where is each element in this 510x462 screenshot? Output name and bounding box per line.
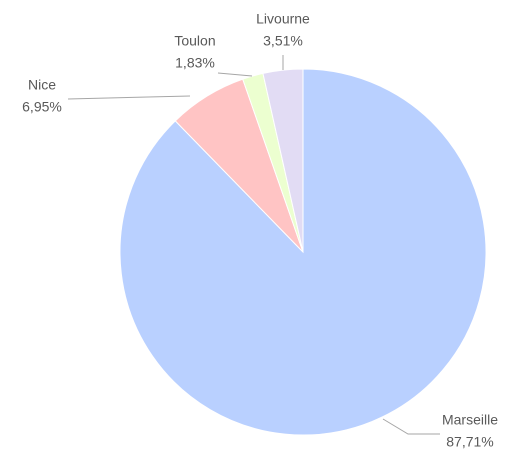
leader-line <box>67 95 191 100</box>
slice-label-name: Toulon <box>174 33 215 49</box>
leader-line <box>382 418 440 435</box>
pie-slice <box>262 68 304 253</box>
slice-label-value: 6,95% <box>22 99 62 115</box>
slice-label-name: Marseille <box>442 412 498 428</box>
slice-label-value: 87,71% <box>446 434 493 450</box>
leader-line <box>217 72 253 77</box>
slice-label-name: Nice <box>28 77 56 93</box>
slice-label-name: Livourne <box>256 11 310 27</box>
slice-label-value: 1,83% <box>175 55 215 71</box>
slice-label-value: 3,51% <box>263 33 303 49</box>
